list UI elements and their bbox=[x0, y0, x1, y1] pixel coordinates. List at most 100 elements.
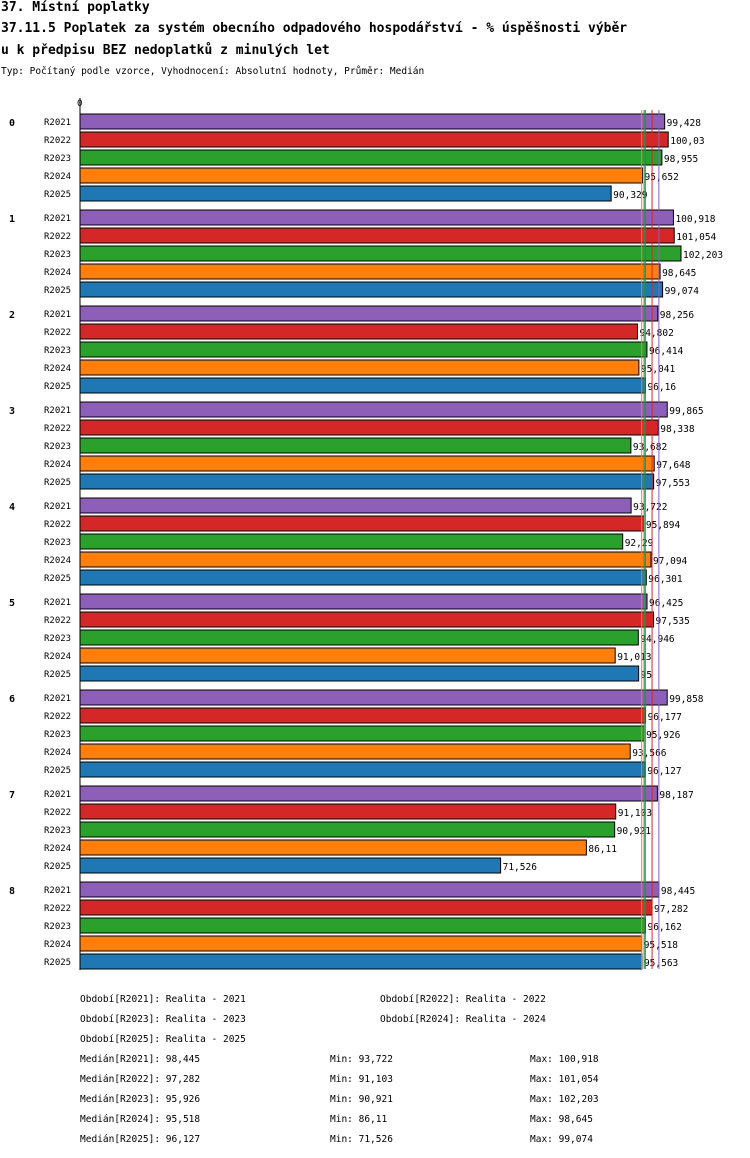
legend-max-r2024: Max: 98,645 bbox=[530, 1114, 593, 1125]
bar-r2024-group-8 bbox=[79, 935, 643, 952]
value-label: 93,566 bbox=[632, 748, 667, 759]
value-label: 99,865 bbox=[669, 406, 703, 417]
bar-r2022-group-5 bbox=[79, 611, 655, 628]
group-label-6: 6 bbox=[9, 694, 15, 705]
series-label-r2024: R2024 bbox=[44, 844, 71, 854]
bar-r2023-group-6 bbox=[79, 725, 645, 742]
bar-r2022-group-6 bbox=[79, 707, 647, 724]
bar-r2023-group-4 bbox=[79, 533, 624, 550]
series-label-r2021: R2021 bbox=[44, 310, 71, 320]
series-label-r2023: R2023 bbox=[44, 442, 71, 452]
bar-r2021-group-4 bbox=[79, 497, 632, 514]
group-label-8: 8 bbox=[9, 886, 15, 897]
legend-min-r2024: Min: 86,11 bbox=[330, 1114, 388, 1125]
value-label: 95,652 bbox=[644, 172, 678, 183]
value-label: 101,054 bbox=[676, 232, 716, 243]
series-label-r2023: R2023 bbox=[44, 346, 71, 356]
series-label-r2025: R2025 bbox=[44, 766, 71, 776]
bar-r2021-group-8 bbox=[79, 881, 660, 898]
series-label-r2025: R2025 bbox=[44, 862, 71, 872]
bar-r2025-group-5 bbox=[79, 665, 640, 682]
value-label: 95,563 bbox=[644, 958, 678, 969]
series-label-r2025: R2025 bbox=[44, 190, 71, 200]
bar-r2021-group-7 bbox=[79, 785, 658, 802]
series-label-r2021: R2021 bbox=[44, 214, 71, 224]
value-label: 90,329 bbox=[613, 190, 648, 201]
series-label-r2024: R2024 bbox=[44, 748, 71, 758]
series-label-r2025: R2025 bbox=[44, 478, 71, 488]
series-label-r2023: R2023 bbox=[44, 250, 71, 260]
legend-median-r2024: Medián[R2024]: 95,518 bbox=[80, 1114, 201, 1125]
bar-r2025-group-8 bbox=[79, 953, 643, 970]
bar-r2025-group-2 bbox=[79, 377, 646, 394]
series-label-r2021: R2021 bbox=[44, 886, 71, 896]
bar-r2023-group-3 bbox=[79, 437, 632, 454]
value-label: 97,648 bbox=[656, 460, 691, 471]
bar-r2025-group-1 bbox=[79, 281, 664, 298]
group-label-5: 5 bbox=[9, 598, 15, 609]
value-label: 93,722 bbox=[633, 502, 667, 513]
bar-r2021-group-0 bbox=[79, 113, 666, 130]
bar-r2023-group-2 bbox=[79, 341, 648, 358]
legend-max-r2025: Max: 99,074 bbox=[530, 1134, 593, 1145]
series-label-r2022: R2022 bbox=[44, 232, 71, 242]
series-label-r2025: R2025 bbox=[44, 286, 71, 296]
value-label: 96,301 bbox=[648, 574, 683, 585]
legend-min-r2023: Min: 90,921 bbox=[330, 1094, 393, 1105]
value-label: 96,414 bbox=[649, 346, 684, 357]
legend-median-r2025: Medián[R2025]: 96,127 bbox=[80, 1134, 201, 1145]
value-label: 95 bbox=[641, 670, 652, 681]
value-label: 95,518 bbox=[644, 940, 679, 951]
bar-r2022-group-3 bbox=[79, 419, 659, 436]
value-label: 97,553 bbox=[656, 478, 690, 489]
value-label: 99,428 bbox=[667, 118, 702, 129]
series-label-r2022: R2022 bbox=[44, 328, 71, 338]
bar-r2022-group-8 bbox=[79, 899, 653, 916]
value-label: 102,203 bbox=[683, 250, 723, 261]
series-label-r2021: R2021 bbox=[44, 598, 71, 608]
chart-title-line2: u k předpisu BEZ nedoplatků z minulých l… bbox=[1, 43, 330, 58]
value-label: 98,445 bbox=[661, 886, 695, 897]
series-label-r2022: R2022 bbox=[44, 136, 71, 146]
series-label-r2024: R2024 bbox=[44, 172, 71, 182]
value-label: 99,074 bbox=[665, 286, 700, 297]
series-label-r2024: R2024 bbox=[44, 940, 71, 950]
bar-r2023-group-8 bbox=[79, 917, 646, 934]
bar-r2024-group-3 bbox=[79, 455, 655, 472]
bar-r2023-group-7 bbox=[79, 821, 616, 838]
series-label-r2021: R2021 bbox=[44, 406, 71, 416]
group-label-7: 7 bbox=[9, 790, 15, 801]
series-label-r2025: R2025 bbox=[44, 958, 71, 968]
legend-max-r2023: Max: 102,203 bbox=[530, 1094, 599, 1105]
chart-title-line1: 37.11.5 Poplatek za systém obecního odpa… bbox=[1, 21, 628, 36]
bar-r2022-group-2 bbox=[79, 323, 638, 340]
series-label-r2025: R2025 bbox=[44, 574, 71, 584]
value-label: 91,013 bbox=[617, 652, 651, 663]
series-label-r2022: R2022 bbox=[44, 520, 71, 530]
series-label-r2023: R2023 bbox=[44, 922, 71, 932]
value-label: 98,256 bbox=[660, 310, 695, 321]
value-label: 100,918 bbox=[675, 214, 715, 225]
legend-median-r2021: Medián[R2021]: 98,445 bbox=[80, 1054, 201, 1065]
series-label-r2023: R2023 bbox=[44, 634, 71, 644]
bar-r2024-group-5 bbox=[79, 647, 616, 664]
value-label: 95,926 bbox=[646, 730, 681, 741]
legend-period-r2023: Období[R2023]: Realita - 2023 bbox=[80, 1014, 246, 1025]
value-label: 96,127 bbox=[647, 766, 681, 777]
bar-r2024-group-1 bbox=[79, 263, 661, 280]
bar-r2023-group-5 bbox=[79, 629, 639, 646]
value-label: 97,535 bbox=[656, 616, 690, 627]
legend-max-r2021: Max: 100,918 bbox=[530, 1054, 599, 1065]
bar-r2021-group-5 bbox=[79, 593, 648, 610]
bar-chart: 00R202199,428R2022100,03R202398,955R2024… bbox=[9, 98, 723, 970]
report-section-title: 37. Místní poplatky bbox=[1, 0, 150, 15]
value-label: 90,921 bbox=[617, 826, 652, 837]
bar-r2024-group-2 bbox=[79, 359, 640, 376]
legend-median-r2022: Medián[R2022]: 97,282 bbox=[80, 1074, 201, 1085]
value-label: 99,858 bbox=[669, 694, 704, 705]
bar-r2022-group-4 bbox=[79, 515, 645, 532]
value-label: 71,526 bbox=[503, 862, 538, 873]
value-label: 98,645 bbox=[662, 268, 696, 279]
group-label-4: 4 bbox=[9, 502, 15, 513]
series-label-r2024: R2024 bbox=[44, 364, 71, 374]
